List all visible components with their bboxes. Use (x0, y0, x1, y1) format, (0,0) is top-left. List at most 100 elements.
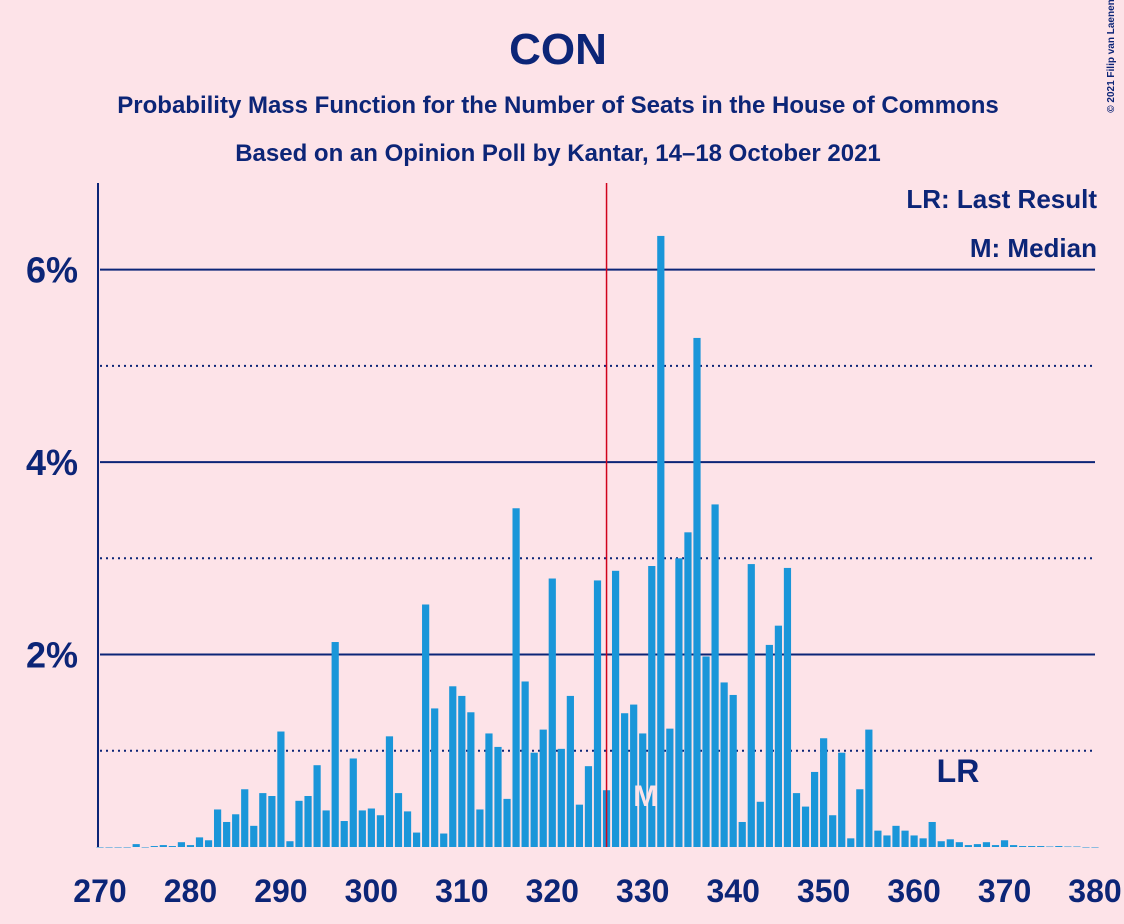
bar (838, 752, 846, 847)
bar (820, 738, 828, 847)
bar (973, 844, 982, 847)
bar (412, 832, 421, 847)
bar (213, 809, 222, 847)
bar (376, 815, 385, 847)
y-tick-label: 6% (26, 250, 78, 291)
bar (630, 704, 638, 847)
bar (684, 532, 692, 847)
bar (277, 731, 285, 847)
bar (295, 800, 303, 847)
x-tick-label: 290 (254, 873, 307, 909)
bar (964, 845, 972, 847)
bar (801, 806, 810, 847)
bar (241, 789, 249, 847)
bar (702, 656, 710, 847)
bar (340, 821, 348, 847)
bar (530, 752, 538, 847)
bar (1019, 846, 1027, 847)
bar (955, 842, 963, 847)
bar (422, 604, 430, 847)
bar (385, 736, 394, 847)
bar (729, 694, 737, 847)
bar (539, 729, 547, 847)
bar (639, 733, 647, 847)
bar (856, 789, 864, 847)
x-tick-label: 350 (797, 873, 850, 909)
bar (675, 558, 683, 847)
bar (865, 729, 873, 847)
median-label: M (633, 780, 658, 813)
bar (783, 567, 792, 847)
bar (919, 838, 927, 847)
bar (666, 728, 674, 847)
lr-label: LR (937, 753, 980, 789)
y-tick-label: 2% (26, 635, 78, 676)
bar (792, 793, 801, 847)
bar (611, 570, 620, 847)
bar (584, 766, 593, 847)
x-tick-label: 370 (978, 873, 1031, 909)
bar (1091, 847, 1099, 848)
chart-title: CON (509, 25, 607, 74)
bar (765, 644, 773, 847)
bar (1037, 846, 1045, 847)
bar (440, 833, 448, 847)
bar (159, 845, 167, 847)
bar (621, 713, 629, 847)
bar (747, 564, 755, 847)
legend-lr: LR: Last Result (906, 184, 1097, 214)
bar (928, 821, 936, 847)
bar (313, 765, 321, 847)
bar (557, 748, 565, 847)
bar (105, 847, 113, 848)
bar (494, 746, 502, 847)
bar (503, 798, 511, 847)
bar (268, 795, 276, 847)
bar (1046, 846, 1054, 848)
x-tick-label: 360 (887, 873, 940, 909)
bar (1064, 846, 1072, 848)
bar (223, 821, 231, 847)
x-tick-label: 280 (164, 873, 217, 909)
chart-subtitle: Based on an Opinion Poll by Kantar, 14–1… (235, 140, 881, 167)
bar (693, 337, 701, 847)
bar (711, 504, 719, 847)
bar (883, 835, 891, 847)
bar (910, 835, 918, 847)
bar (738, 821, 746, 847)
bar (358, 810, 366, 847)
bar (304, 795, 312, 847)
bar (476, 809, 484, 847)
bar (403, 811, 412, 847)
bar (331, 642, 339, 847)
x-tick-label: 320 (526, 873, 579, 909)
bar (937, 841, 945, 847)
bar (394, 793, 403, 847)
bar (657, 235, 665, 847)
bar (232, 814, 240, 847)
bar (322, 810, 330, 847)
bar (123, 847, 131, 848)
y-tick-label: 4% (26, 442, 78, 483)
bar (195, 837, 204, 847)
bar (1073, 846, 1081, 848)
bar (250, 825, 258, 847)
bar (458, 695, 466, 847)
bar (186, 845, 195, 847)
chart-subtitle: Probability Mass Function for the Number… (117, 92, 998, 119)
bar (431, 708, 439, 847)
bar (521, 681, 529, 847)
bar (1000, 840, 1009, 847)
x-tick-label: 380 (1068, 873, 1121, 909)
bar (566, 695, 574, 847)
x-tick-label: 300 (345, 873, 398, 909)
bar (467, 712, 475, 847)
bar (286, 841, 294, 847)
x-tick-label: 310 (435, 873, 488, 909)
bar (720, 682, 728, 847)
bar (991, 845, 1000, 847)
bar (548, 578, 556, 847)
bar (132, 844, 140, 847)
bar (367, 808, 375, 847)
